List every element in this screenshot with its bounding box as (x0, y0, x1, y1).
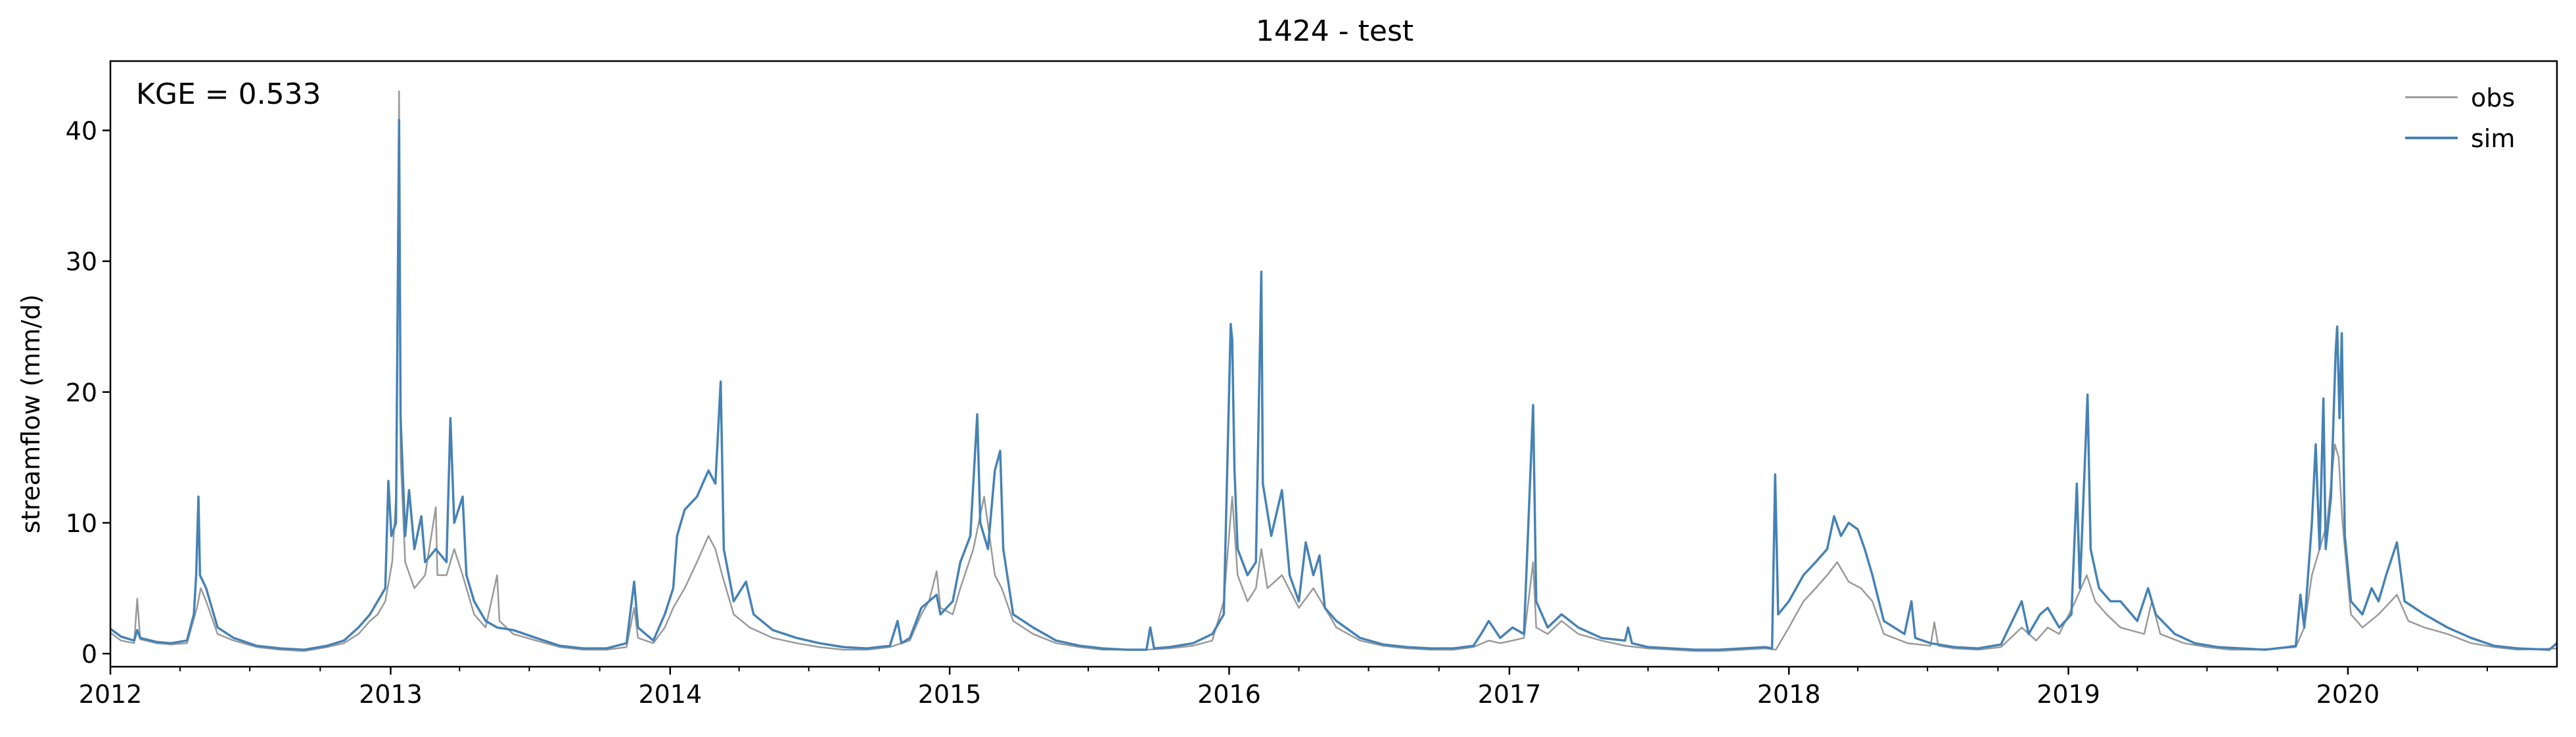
legend: obs sim (2405, 83, 2515, 153)
y-axis-label: streamflow (mm/d) (16, 294, 45, 533)
x-tick-label: 2013 (359, 680, 423, 709)
series-line-sim (109, 118, 2558, 651)
y-tick-label: 0 (81, 640, 97, 669)
y-tick-label: 30 (66, 248, 97, 277)
y-tick-label: 20 (66, 378, 97, 407)
x-tick-label: 2017 (1478, 680, 1542, 709)
y-tick-label: 10 (66, 509, 97, 538)
plot-frame (109, 60, 2558, 668)
legend-label-obs: obs (2471, 83, 2515, 112)
y-tick-label: 40 (66, 117, 97, 146)
x-tick-label: 2018 (1757, 680, 1821, 709)
chart-title: 1424 - test (1256, 14, 1414, 48)
legend-label-sim: sim (2471, 124, 2515, 153)
x-tick-label: 2016 (1197, 680, 1261, 709)
x-tick-label: 2012 (79, 680, 143, 709)
x-tick-label: 2015 (918, 680, 982, 709)
x-tick-label: 2020 (2316, 680, 2380, 709)
series-line-obs (110, 90, 2558, 652)
kge-annotation: KGE = 0.533 (136, 78, 321, 111)
plot-content: 0 10 20 30 40 2012 2013 2014 2015 2016 2017 2018 201… (66, 90, 2558, 709)
x-tick-label: 2014 (638, 680, 702, 709)
x-tick-label: 2019 (2036, 680, 2100, 709)
